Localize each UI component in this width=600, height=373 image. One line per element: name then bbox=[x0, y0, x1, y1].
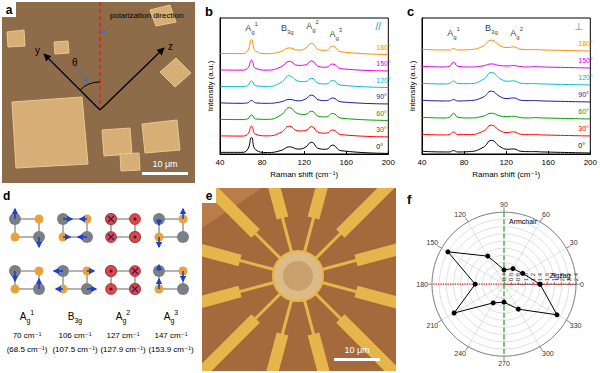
svg-text:2: 2 bbox=[316, 19, 320, 25]
svg-text:1.4: 1.4 bbox=[537, 272, 543, 281]
svg-text:150: 150 bbox=[426, 239, 438, 246]
svg-text:0.8: 0.8 bbox=[515, 272, 522, 282]
svg-text:0.4: 0.4 bbox=[501, 272, 507, 282]
svg-text:90°: 90° bbox=[578, 91, 589, 98]
svg-text:⊥: ⊥ bbox=[574, 21, 583, 32]
svg-text:1: 1 bbox=[457, 26, 461, 32]
svg-text:0°: 0° bbox=[578, 142, 585, 149]
svg-text:0°: 0° bbox=[376, 143, 383, 150]
svg-text:Raman shift (cm⁻¹): Raman shift (cm⁻¹) bbox=[270, 170, 338, 179]
svg-text:120: 120 bbox=[297, 158, 311, 167]
svg-text:Armchair: Armchair bbox=[509, 218, 538, 225]
svg-text:1.6: 1.6 bbox=[544, 272, 551, 282]
svg-text:f: f bbox=[407, 192, 412, 207]
svg-text:e: e bbox=[206, 189, 213, 203]
svg-text:θ: θ bbox=[72, 57, 78, 68]
svg-text:A: A bbox=[306, 21, 313, 32]
svg-text:180°: 180° bbox=[578, 40, 593, 47]
svg-text:120: 120 bbox=[499, 158, 513, 167]
svg-text:147 cm⁻¹: 147 cm⁻¹ bbox=[154, 331, 187, 340]
svg-text:A: A bbox=[447, 28, 454, 39]
svg-text:90: 90 bbox=[500, 201, 508, 208]
svg-text:(153.9 cm⁻¹): (153.9 cm⁻¹) bbox=[148, 345, 193, 354]
svg-text:330: 330 bbox=[570, 322, 582, 329]
svg-text:200: 200 bbox=[584, 158, 598, 167]
svg-text:B: B bbox=[485, 23, 492, 34]
svg-text:A: A bbox=[245, 23, 252, 34]
svg-text:g: g bbox=[312, 27, 315, 33]
svg-text:1: 1 bbox=[255, 21, 259, 27]
svg-text:Intensity (a.u.): Intensity (a.u.) bbox=[408, 60, 417, 111]
svg-text:180°: 180° bbox=[376, 44, 391, 51]
svg-text:70 cm⁻¹: 70 cm⁻¹ bbox=[13, 331, 42, 340]
svg-text:1.0: 1.0 bbox=[522, 272, 529, 282]
svg-text:A: A bbox=[510, 28, 517, 39]
svg-text:Zigzag: Zigzag bbox=[549, 272, 570, 280]
svg-text:150°: 150° bbox=[578, 57, 593, 64]
svg-text:210: 210 bbox=[426, 322, 438, 329]
svg-text:30°: 30° bbox=[376, 126, 387, 133]
svg-text:(68.5 cm⁻¹): (68.5 cm⁻¹) bbox=[7, 345, 48, 354]
svg-text:90°: 90° bbox=[376, 93, 387, 100]
svg-text:160: 160 bbox=[340, 158, 354, 167]
svg-text:30: 30 bbox=[570, 239, 578, 246]
svg-text:40: 40 bbox=[418, 158, 427, 167]
svg-text:300: 300 bbox=[542, 350, 554, 357]
svg-text:g: g bbox=[453, 34, 456, 40]
svg-text:80: 80 bbox=[460, 158, 469, 167]
svg-text:240: 240 bbox=[454, 350, 466, 357]
svg-text:60: 60 bbox=[542, 211, 550, 218]
svg-text:200: 200 bbox=[382, 158, 396, 167]
svg-text:127 cm⁻¹: 127 cm⁻¹ bbox=[106, 331, 139, 340]
svg-text:y: y bbox=[35, 45, 40, 56]
svg-text:g: g bbox=[335, 35, 338, 41]
svg-text:B: B bbox=[281, 23, 287, 34]
svg-text:60°: 60° bbox=[578, 108, 589, 115]
svg-text:Ag2: Ag2 bbox=[116, 309, 131, 325]
svg-text:B3g: B3g bbox=[68, 311, 83, 325]
svg-text:30°: 30° bbox=[578, 125, 589, 132]
svg-text:Intensity (a.u.): Intensity (a.u.) bbox=[206, 60, 215, 111]
svg-text:60°: 60° bbox=[376, 110, 387, 117]
svg-text:a: a bbox=[6, 3, 13, 17]
svg-text:270: 270 bbox=[498, 360, 510, 367]
svg-text:(107.5 cm⁻¹): (107.5 cm⁻¹) bbox=[52, 345, 97, 354]
svg-text:Ag3: Ag3 bbox=[164, 309, 179, 325]
svg-text:3g: 3g bbox=[287, 29, 294, 35]
svg-text:10 μm: 10 μm bbox=[344, 345, 369, 355]
svg-text:b: b bbox=[205, 4, 213, 19]
svg-text:2: 2 bbox=[520, 26, 524, 32]
svg-text:Raman shift (cm⁻¹): Raman shift (cm⁻¹) bbox=[472, 170, 540, 179]
svg-text:g: g bbox=[516, 34, 519, 40]
svg-text:10 μm: 10 μm bbox=[152, 159, 177, 169]
svg-text:40: 40 bbox=[216, 158, 225, 167]
svg-text:z: z bbox=[168, 41, 173, 52]
svg-text:A: A bbox=[329, 29, 336, 40]
svg-text:1.2: 1.2 bbox=[529, 272, 536, 282]
svg-text:polarization direction: polarization direction bbox=[110, 11, 183, 20]
svg-text:120: 120 bbox=[454, 211, 466, 218]
svg-text:120°: 120° bbox=[376, 77, 391, 84]
svg-text:g: g bbox=[251, 29, 254, 35]
svg-text:3: 3 bbox=[339, 27, 343, 33]
svg-text://: // bbox=[375, 21, 381, 32]
svg-text:c: c bbox=[407, 4, 414, 19]
svg-text:180: 180 bbox=[416, 281, 428, 288]
svg-text:2.4: 2.4 bbox=[573, 272, 579, 281]
svg-text:150°: 150° bbox=[376, 60, 391, 67]
svg-text:Ag1: Ag1 bbox=[20, 309, 35, 325]
svg-text:120°: 120° bbox=[578, 74, 593, 81]
svg-text:3g: 3g bbox=[491, 29, 498, 35]
svg-text:0.6: 0.6 bbox=[508, 272, 514, 281]
svg-text:0: 0 bbox=[580, 280, 584, 288]
svg-text:(127.9 cm⁻¹): (127.9 cm⁻¹) bbox=[100, 345, 145, 354]
svg-text:80: 80 bbox=[258, 158, 267, 167]
svg-text:106 cm⁻¹: 106 cm⁻¹ bbox=[58, 331, 91, 340]
svg-text:160: 160 bbox=[542, 158, 556, 167]
svg-text:d: d bbox=[3, 189, 10, 203]
